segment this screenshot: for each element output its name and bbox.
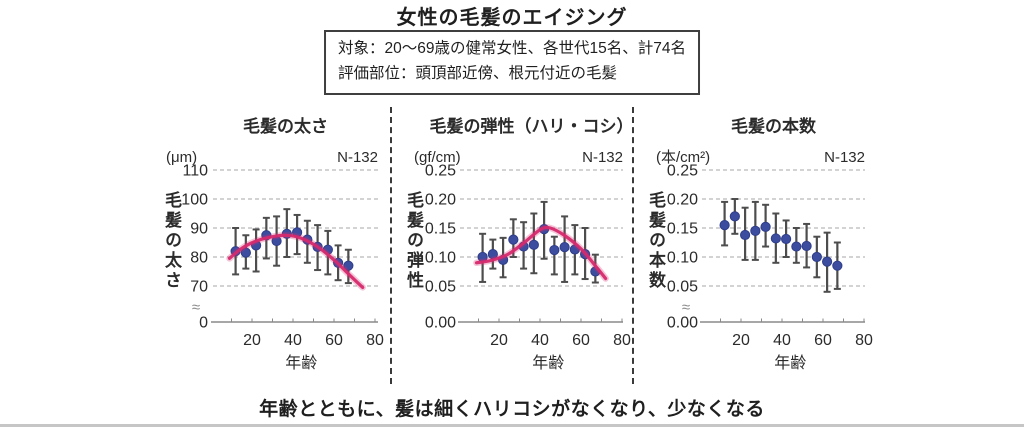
y-tick-label: 0 — [199, 315, 208, 332]
sample-size-label: N-132 — [337, 149, 378, 166]
y-tick-label: 0.20 — [667, 192, 698, 209]
axis-break-mark: ≈ — [682, 299, 690, 316]
data-point — [760, 221, 771, 232]
count-chart: 毛髪の本数 (本/cm²) N-132 0.25 0.20 0.15 0.10 0.05 0.0… — [656, 116, 873, 372]
x-tick-label: 20 — [732, 332, 750, 349]
y-tick-label: 0.05 — [425, 279, 456, 296]
y-tick-label: 0.25 — [425, 163, 456, 180]
data-point — [811, 251, 822, 263]
y-axis-label-count: 毛髪の本数 — [646, 191, 665, 291]
charts-row: 毛髪の太さ 毛髪の太さ (μm) N-132 110 100 90 80 70 0 ≈20 40 60… — [150, 105, 879, 385]
data-point — [528, 239, 539, 250]
data-point — [343, 260, 354, 271]
x-tick-label: 40 — [284, 332, 302, 349]
study-info-box: 対象：20〜69歳の健常女性、各世代15名、計74名 評価部位：頭頂部近傍、根元… — [324, 30, 700, 95]
x-tick-label: 80 — [613, 332, 631, 349]
x-axis-title: 年齢 — [532, 354, 564, 372]
trend-curve — [474, 225, 608, 281]
y-tick-label: 90 — [190, 221, 208, 238]
data-point — [801, 240, 812, 252]
y-tick-label: 110 — [182, 163, 208, 180]
x-tick-label: 40 — [531, 332, 549, 349]
study-info-subjects: 対象：20〜69歳の健常女性、各世代15名、計74名 — [338, 40, 686, 57]
data-point — [770, 233, 781, 244]
chart-panel-count: 毛髪の本数 毛髪の本数 (本/cm²) N-132 0.25 0.20 0.15 0.10 0… — [634, 105, 879, 385]
y-tick-label: 0.00 — [667, 315, 698, 332]
sample-size-label: N-132 — [824, 149, 865, 166]
data-point — [740, 229, 751, 241]
data-point — [832, 260, 843, 271]
data-point — [719, 220, 730, 231]
panel-separator-1 — [390, 107, 392, 384]
y-tick-label: 0.00 — [425, 315, 456, 332]
y-tick-label: 0.25 — [667, 163, 698, 180]
x-tick-label: 60 — [325, 332, 343, 349]
study-info-site: 評価部位：頭頂部近傍、根元付近の毛髪 — [338, 64, 618, 82]
axis-break-mark: ≈ — [192, 299, 200, 316]
y-tick-label: 0.15 — [667, 221, 698, 238]
x-tick-label: 60 — [572, 332, 590, 349]
trend-curve — [227, 233, 365, 289]
y-tick-label: 70 — [190, 279, 208, 296]
y-tick-label: 0.05 — [667, 279, 698, 296]
chart-title: 毛髪の本数 — [731, 116, 817, 136]
sample-size-label: N-132 — [582, 149, 623, 166]
chart-panel-thickness: 毛髪の太さ 毛髪の太さ (μm) N-132 110 100 90 80 70 0 ≈20 40 60… — [150, 105, 390, 385]
x-axis-title: 年齢 — [774, 354, 806, 372]
chart-title: 毛髪の弾性（ハリ・コシ） — [430, 116, 633, 136]
y-tick-label: 0.10 — [425, 250, 456, 267]
chart-panel-elasticity: 毛髪の弾性 毛髪の弾性（ハリ・コシ） (gf/cm) N-132 0.25 0.20 0.… — [392, 105, 632, 385]
elasticity-chart: 毛髪の弾性（ハリ・コシ） (gf/cm) N-132 0.25 0.20 0.15 0.10… — [414, 116, 633, 372]
y-tick-label: 0.20 — [425, 192, 456, 209]
y-tick-label: 0.10 — [667, 250, 698, 267]
x-tick-label: 40 — [773, 332, 791, 349]
y-unit-label: (本/cm²) — [656, 149, 710, 166]
footer-bar — [0, 424, 1024, 427]
data-point — [559, 242, 570, 253]
data-point — [729, 211, 740, 222]
x-tick-label: 80 — [855, 332, 873, 349]
x-axis-title: 年齢 — [285, 354, 317, 372]
y-unit-label: (μm) — [166, 149, 197, 166]
data-point — [549, 244, 560, 256]
y-axis-label-elasticity: 毛髪の弾性 — [404, 191, 423, 291]
data-point — [781, 233, 792, 245]
figure-title: 女性の毛髪のエイジング — [396, 7, 628, 29]
chart-title: 毛髪の太さ — [243, 116, 328, 136]
data-point — [791, 241, 802, 252]
y-axis-label-thickness: 毛髪の太さ — [162, 191, 181, 291]
y-tick-label: 0.15 — [425, 221, 456, 238]
conclusion-caption: 年齢とともに、髪は細くハリコシがなくなり、少なくなる — [259, 399, 765, 420]
panel-separator-2 — [632, 107, 634, 384]
x-tick-label: 20 — [490, 332, 508, 349]
data-point — [240, 247, 251, 258]
x-tick-label: 80 — [366, 332, 384, 349]
y-tick-label: 100 — [181, 192, 208, 209]
thickness-chart: 毛髪の太さ (μm) N-132 110 100 90 80 70 0≈20 40 60 80 年齢 — [166, 116, 384, 372]
x-tick-label: 60 — [814, 332, 832, 349]
y-tick-label: 80 — [190, 250, 208, 267]
data-point — [822, 256, 833, 267]
data-point — [750, 225, 761, 237]
data-point — [508, 234, 519, 245]
x-tick-label: 20 — [243, 332, 261, 349]
y-unit-label: (gf/cm) — [414, 149, 461, 166]
